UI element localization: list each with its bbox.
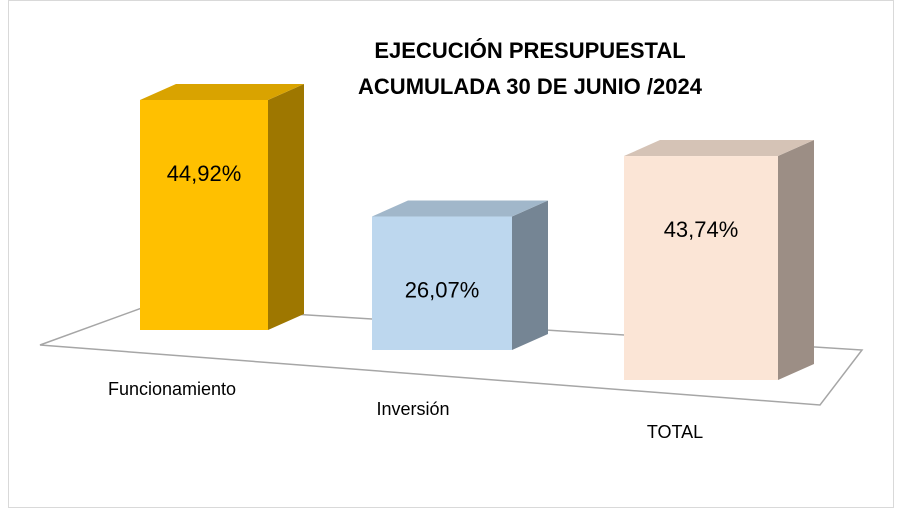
data-label: 26,07% [405, 277, 480, 302]
bar-side [778, 140, 814, 380]
bar-top [372, 200, 548, 217]
category-label: Inversión [376, 399, 449, 419]
bar-side [268, 84, 304, 330]
data-label: 43,74% [664, 217, 739, 242]
chart-title: EJECUCIÓN PRESUPUESTAL [374, 38, 685, 63]
bar-top [140, 84, 304, 100]
bar [372, 216, 512, 350]
data-label: 44,92% [167, 161, 242, 186]
category-label: Funcionamiento [108, 379, 236, 399]
bar-top [624, 140, 814, 157]
category-label: TOTAL [647, 422, 703, 442]
bar-side [512, 200, 548, 350]
chart-title: ACUMULADA 30 DE JUNIO /2024 [358, 74, 703, 99]
bar [140, 100, 268, 330]
bar [624, 156, 778, 380]
